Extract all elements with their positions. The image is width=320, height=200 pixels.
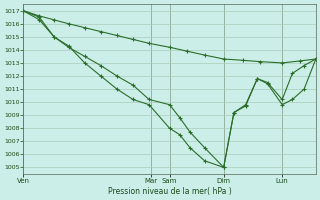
X-axis label: Pression niveau de la mer( hPa ): Pression niveau de la mer( hPa ) <box>108 187 231 196</box>
